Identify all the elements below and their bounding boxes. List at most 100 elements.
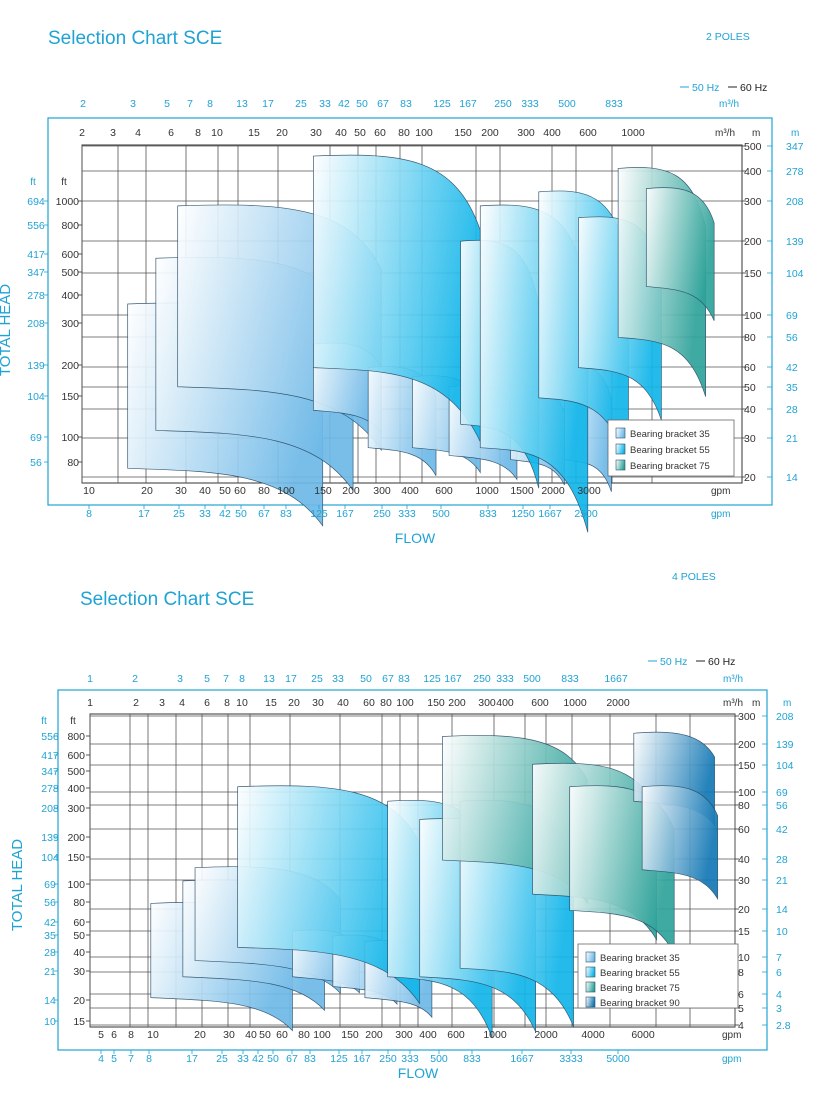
right-m-outer-tick-label: 42 xyxy=(776,824,788,836)
bracket-legend-label: Bearing bracket 75 xyxy=(600,983,680,994)
inner-top-tick-label: 600 xyxy=(531,697,549,709)
top-unit-label: m³/h xyxy=(719,99,739,110)
top-tick-label: 125 xyxy=(423,673,441,685)
inner-unit-label: m³/h xyxy=(723,698,743,709)
bracket-legend-label: Bearing bracket 35 xyxy=(600,953,680,964)
right-m-unit: m xyxy=(752,698,760,709)
inner-top-tick-label: 300 xyxy=(517,127,535,139)
inner-top-tick-label: 8 xyxy=(224,697,230,709)
inner-top-tick-label: 600 xyxy=(579,127,597,139)
right-m-tick-label: 300 xyxy=(744,196,762,208)
top-tick-label: 250 xyxy=(473,673,491,685)
top-tick-label: 1667 xyxy=(604,673,628,685)
right-m-outer-tick-label: 2.8 xyxy=(776,1020,791,1032)
top-tick-label: 33 xyxy=(332,673,344,685)
chart2-title: Selection Chart SCE xyxy=(80,589,255,610)
right-m-tick-label: 200 xyxy=(744,236,762,248)
gpm-outer-tick-label: 3333 xyxy=(559,1053,583,1065)
top-tick-label: 125 xyxy=(433,98,451,110)
gpm-tick-label: 50 xyxy=(219,485,231,497)
gpm-outer-tick-label: 17 xyxy=(186,1053,198,1065)
gpm-outer-tick-label: 167 xyxy=(336,508,354,520)
right-m-outer-tick-label: 69 xyxy=(786,310,798,322)
top-tick-label: 3 xyxy=(130,98,136,110)
freq-60hz-label: 60 Hz xyxy=(708,656,735,668)
left-ft-outer-tick-label: 104 xyxy=(41,852,59,864)
gpm-tick-label: 200 xyxy=(365,1029,383,1041)
top-tick-label: 50 xyxy=(356,98,368,110)
right-m-outer-tick-label: 104 xyxy=(776,760,794,772)
gpm-outer-tick-label: 42 xyxy=(219,508,231,520)
total-head-axis-title: TOTAL HEAD xyxy=(0,284,14,376)
gpm-outer-unit-label: gpm xyxy=(711,509,730,520)
top-tick-label: 17 xyxy=(285,673,297,685)
top-tick-label: 13 xyxy=(236,98,248,110)
gpm-tick-label: 5 xyxy=(98,1029,104,1041)
left-ft-tick-label: 15 xyxy=(73,1016,85,1028)
gpm-tick-label: 150 xyxy=(341,1029,359,1041)
gpm-outer-tick-label: 1667 xyxy=(510,1053,534,1065)
left-ft-tick-label: 60 xyxy=(73,917,85,929)
gpm-tick-label: 400 xyxy=(401,485,419,497)
right-m-tick-label: 15 xyxy=(738,926,750,938)
gpm-outer-tick-label: 8 xyxy=(146,1053,152,1065)
inner-top-tick-label: 1000 xyxy=(621,127,645,139)
inner-top-tick-label: 4 xyxy=(135,127,141,139)
freq-60hz-label: 60 Hz xyxy=(740,82,767,94)
left-ft-outer-tick-label: 347 xyxy=(41,766,59,778)
bracket-legend-label: Bearing bracket 55 xyxy=(600,968,680,979)
left-ft-tick-label: 80 xyxy=(73,897,85,909)
inner-top-tick-label: 60 xyxy=(374,127,386,139)
left-ft-tick-label: 100 xyxy=(61,432,79,444)
right-m-outer-tick-label: 56 xyxy=(786,332,798,344)
top-tick-label: 83 xyxy=(400,98,412,110)
gpm-outer-tick-label: 83 xyxy=(304,1053,316,1065)
right-m-outer-tick-label: 56 xyxy=(776,800,788,812)
top-tick-label: 5 xyxy=(204,673,210,685)
left-ft-tick-label: 20 xyxy=(73,995,85,1007)
left-ft-outer-unit: ft xyxy=(41,716,47,727)
inner-top-tick-label: 6 xyxy=(204,697,210,709)
right-m-outer-tick-label: 278 xyxy=(786,166,804,178)
left-ft-outer-tick-label: 278 xyxy=(41,783,59,795)
inner-top-tick-label: 150 xyxy=(454,127,472,139)
left-ft-tick-label: 100 xyxy=(67,879,85,891)
gpm-outer-tick-label: 333 xyxy=(401,1053,419,1065)
gpm-outer-tick-label: 1250 xyxy=(511,508,535,520)
outer-frame xyxy=(57,689,768,1051)
bracket-legend-label: Bearing bracket 75 xyxy=(630,461,710,472)
right-m-outer-tick-label: 347 xyxy=(786,141,804,153)
inner-top-tick-label: 8 xyxy=(195,127,201,139)
gpm-tick-label: 20 xyxy=(141,485,153,497)
right-m-tick-label: 40 xyxy=(738,854,750,866)
inner-top-tick-label: 100 xyxy=(415,127,433,139)
top-tick-label: 42 xyxy=(338,98,350,110)
left-ft-tick-label: 600 xyxy=(61,249,79,261)
gpm-outer-tick-label: 7 xyxy=(128,1053,134,1065)
top-tick-label: 50 xyxy=(360,673,372,685)
gpm-tick-label: 4000 xyxy=(581,1029,605,1041)
right-m-tick-label: 150 xyxy=(744,268,762,280)
right-m-tick-label: 30 xyxy=(744,433,756,445)
inner-top-tick-label: 50 xyxy=(354,127,366,139)
inner-top-tick-label: 15 xyxy=(248,127,260,139)
gpm-unit-label: gpm xyxy=(711,486,730,497)
right-m-tick-label: 300 xyxy=(738,711,756,723)
left-ft-tick-label: 300 xyxy=(67,803,85,815)
top-tick-label: 67 xyxy=(382,673,394,685)
gpm-tick-label: 100 xyxy=(313,1029,331,1041)
inner-top-tick-label: 40 xyxy=(337,697,349,709)
gpm-outer-tick-label: 17 xyxy=(138,508,150,520)
left-ft-outer-tick-label: 208 xyxy=(41,803,59,815)
top-tick-label: 8 xyxy=(239,673,245,685)
inner-top-tick-label: 40 xyxy=(335,127,347,139)
inner-top-tick-label: 150 xyxy=(427,697,445,709)
right-m-outer-tick-label: 28 xyxy=(786,404,798,416)
right-m-outer-tick-label: 10 xyxy=(776,926,788,938)
right-m-tick-label: 5 xyxy=(738,1003,744,1015)
left-ft-outer-tick-label: 139 xyxy=(27,360,45,372)
bracket-legend-box xyxy=(607,419,735,477)
top-tick-label: 83 xyxy=(398,673,410,685)
gpm-tick-label: 80 xyxy=(298,1029,310,1041)
chart1-title: Selection Chart SCE xyxy=(48,28,223,49)
